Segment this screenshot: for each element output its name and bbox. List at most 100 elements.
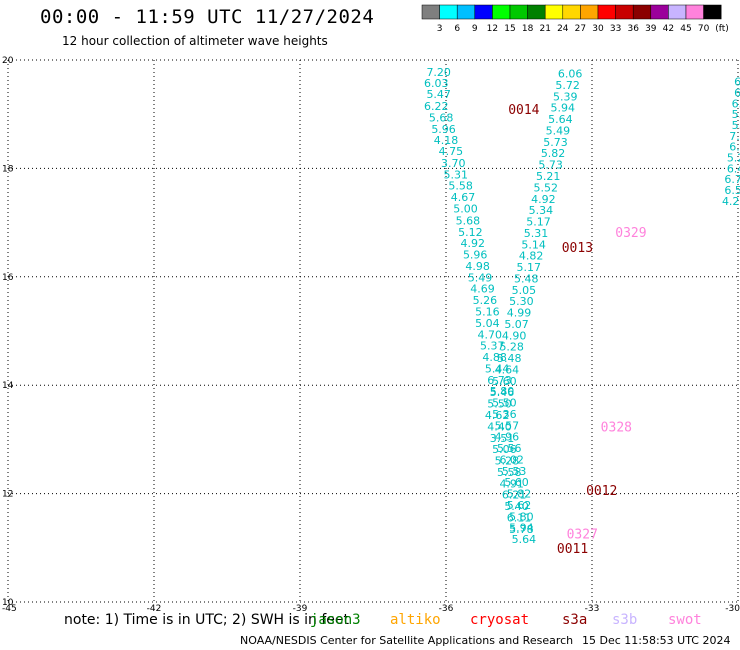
wave-height-value: 5.94 <box>509 522 534 535</box>
y-tick-label: 18 <box>2 164 14 174</box>
wave-height-value: 6.21 <box>502 489 527 502</box>
colorbar-tick-label: 6 <box>454 24 460 34</box>
wave-height-value: 5.12 <box>458 226 483 239</box>
wave-height-value: 5.07 <box>504 318 529 331</box>
pass-label: 0011 <box>557 542 588 557</box>
wave-height-value: 5.49 <box>546 124 571 137</box>
wave-height-value: 5.16 <box>475 305 500 318</box>
colorbar-tick-label: 9 <box>472 24 478 34</box>
wave-height-value: 5.36 <box>492 408 517 421</box>
wave-height-value: 4.70 <box>478 328 503 341</box>
wave-height-value: 5.49 <box>468 271 493 284</box>
pass-label: 0329 <box>615 226 646 241</box>
colorbar-tick-label: 18 <box>522 24 534 34</box>
wave-height-value: 5.00 <box>453 203 478 216</box>
wave-height-value: 5.46 <box>490 386 515 399</box>
legend-swot: swot <box>668 612 702 628</box>
wave-height-value: 4.98 <box>465 260 490 273</box>
legend-jason3: jason3 <box>310 612 361 628</box>
wave-height-value: 4.67 <box>451 191 476 204</box>
wave-height-value: 4.69 <box>470 283 495 296</box>
wave-height-value: 5.57 <box>495 419 520 432</box>
wave-height-value: 5.68 <box>429 111 454 124</box>
wave-height-value: 5.94 <box>551 102 576 115</box>
wave-height-value: 3.51 <box>490 432 515 445</box>
colorbar-tick-label: 15 <box>504 24 515 34</box>
wave-height-value: 5.58 <box>448 180 473 193</box>
wave-height-value: 4.90 <box>502 329 527 342</box>
legend-cryosat: cryosat <box>470 612 530 628</box>
wave-height-value: 5.80 <box>509 510 534 523</box>
wave-height-value: 5.21 <box>536 170 561 183</box>
wave-height-value: 5.3 <box>732 108 740 121</box>
wave-height-value: 6.7 <box>724 173 740 186</box>
wave-height-value: 5.52 <box>534 181 559 194</box>
wave-height-value: 5.80 <box>490 385 515 398</box>
wave-height-value: 5.62 <box>507 499 532 512</box>
wave-height-value: 4.75 <box>439 145 464 158</box>
x-tick-label: -30 <box>725 604 740 614</box>
wave-height-value: 6.5 <box>724 184 740 197</box>
wave-height-value: 6.4 <box>727 162 740 175</box>
wave-height-value: 5.17 <box>526 216 551 229</box>
wave-height-value: 5.14 <box>521 238 546 251</box>
wave-height-value: 4.62 <box>485 409 510 422</box>
page-title: 00:00 - 11:59 UTC 11/27/2024 <box>40 6 375 28</box>
colorbar-tick-label: 3 <box>437 24 443 34</box>
wave-height-value: 4.18 <box>434 134 459 147</box>
colorbar-tick-label: 30 <box>592 24 604 34</box>
wave-height-value: 5.82 <box>507 488 532 501</box>
legend-altiko: altiko <box>390 612 441 628</box>
colorbar-tick-label: 70 <box>698 24 710 34</box>
wave-height-value: 5.60 <box>492 375 517 388</box>
note-text: note: 1) Time is in UTC; 2) SWH is in fe… <box>64 612 350 628</box>
wave-height-value: 7.1 <box>729 130 740 143</box>
wave-height-value: 6.0 <box>734 87 740 100</box>
wave-height-value: 5.64 <box>548 113 573 126</box>
generated-timestamp: 15 Dec 11:58:53 UTC 2024 <box>582 634 731 647</box>
pass-label: 0328 <box>601 420 632 435</box>
wave-height-value: 5.73 <box>538 159 563 172</box>
wave-height-value: 5.44 <box>485 362 510 375</box>
wave-height-value: 6.03 <box>424 77 449 90</box>
wave-height-value: 5.05 <box>512 284 537 297</box>
wave-height-value: 5.96 <box>463 249 488 262</box>
wave-height-value: 4.40 <box>487 420 512 433</box>
colorbar-tick-label: 36 <box>627 24 639 34</box>
wave-height-value: 5.56 <box>497 442 522 455</box>
wave-height-value: 5.34 <box>529 204 554 217</box>
x-tick-label: -42 <box>147 604 162 614</box>
pass-label: 0013 <box>562 241 593 256</box>
wave-height-value: 6.06 <box>558 68 583 81</box>
wave-height-value: 6.4 <box>732 97 740 110</box>
wave-height-value: 5.5 <box>732 119 740 132</box>
wave-height-value: 4.64 <box>495 363 520 376</box>
wave-height-value: 5.53 <box>502 465 527 478</box>
wave-height-value: 5.96 <box>431 123 456 136</box>
x-tick-label: -45 <box>2 604 17 614</box>
wave-height-value: 5.30 <box>509 295 534 308</box>
wave-height-value: 7.20 <box>426 66 451 79</box>
wave-height-value: 5.39 <box>553 90 578 103</box>
colorbar-swatch <box>703 4 722 20</box>
colorbar-tick-label: 24 <box>557 24 569 34</box>
wave-height-value: 4.2 <box>722 195 740 208</box>
y-tick-label: 14 <box>2 381 14 391</box>
wave-height-value: 4.91 <box>499 477 524 490</box>
x-tick-label: -39 <box>293 604 308 614</box>
wave-height-value: 6.4 <box>729 141 740 154</box>
colorbar-tick-label: 42 <box>663 24 674 34</box>
wave-height-value: 3.70 <box>441 157 466 170</box>
wave-height-value: 5.50 <box>492 397 517 410</box>
colorbar-tick-label: 33 <box>610 24 621 34</box>
colorbar-tick-label: 39 <box>645 24 657 34</box>
y-tick-label: 12 <box>2 490 13 500</box>
legend-s3b: s3b <box>612 612 638 628</box>
pass-label: 0327 <box>567 528 598 543</box>
wave-height-value: 5.50 <box>487 398 512 411</box>
wave-height-value: 5.72 <box>555 79 580 92</box>
wave-height-value: 5.73 <box>543 136 568 149</box>
wave-height-value: 5.78 <box>509 523 534 536</box>
wave-height-value: 5.31 <box>524 227 549 240</box>
wave-height-value: 5.48 <box>514 272 539 285</box>
